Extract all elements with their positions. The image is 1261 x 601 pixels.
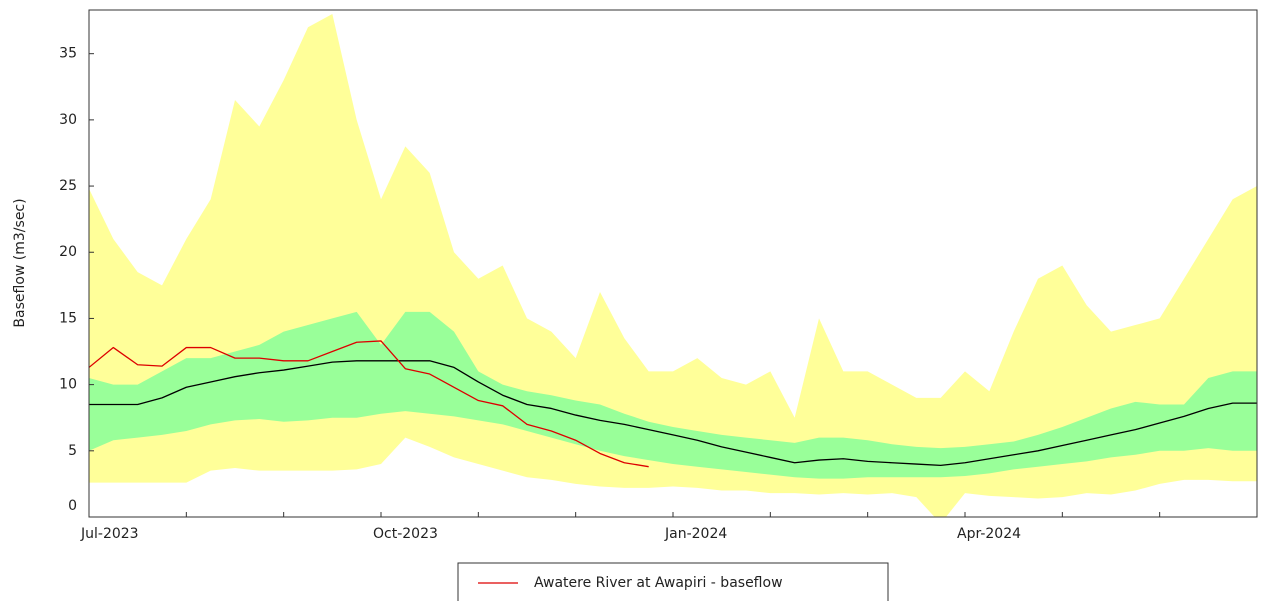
y-tick-label: 25 [59,178,77,194]
x-tick-label: Apr-2024 [957,526,1021,542]
y-tick-label: 10 [59,377,77,393]
plot-area [89,13,1257,517]
series-line [89,340,649,468]
y-tick-label: 30 [59,112,77,128]
legend-label: Awatere River at Awapiri - baseflow [534,575,783,591]
band [89,311,1257,479]
y-tick-label: 20 [59,244,77,260]
y-tick-label: 5 [68,443,77,459]
x-tick-label: Oct-2023 [373,526,438,542]
x-tick-label: Jul-2023 [80,526,139,542]
y-axis-label: Baseflow (m3/sec) [12,198,28,327]
x-tick-label: Jan-2024 [664,526,727,542]
series-line [89,360,1257,467]
y-tick-label: 35 [59,46,77,62]
y-tick-label: 15 [59,310,77,326]
y-tick-label: 0 [68,498,77,514]
legend [457,562,889,601]
